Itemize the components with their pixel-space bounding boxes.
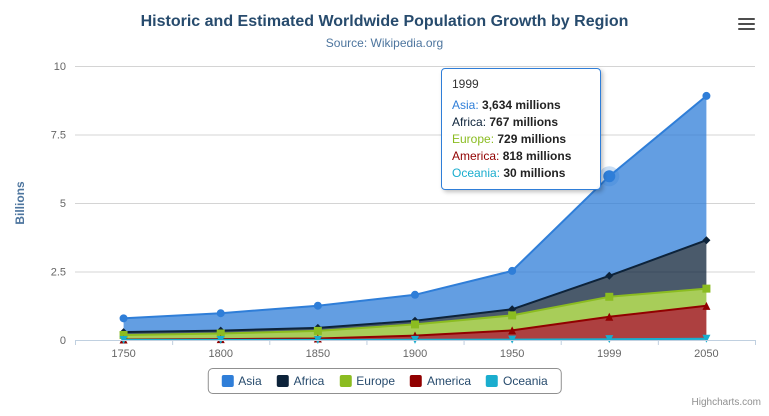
series-oceania[interactable]: [119, 334, 711, 344]
tooltip-series-value: 30 millions: [503, 166, 566, 180]
tooltip-row: Africa767 millions: [452, 114, 590, 131]
tooltip-series-value: 818 millions: [502, 149, 572, 163]
legend-label: Oceania: [503, 374, 548, 388]
point-oceania-2050[interactable]: [702, 334, 711, 343]
legend-swatch-oceania: [486, 375, 499, 387]
tooltip-row: Asia3,634 millions: [452, 97, 590, 114]
series-europe[interactable]: [119, 284, 711, 340]
tooltip-row: America818 millions: [452, 148, 590, 165]
point-america-2050[interactable]: [702, 301, 711, 310]
credits-link[interactable]: Highcharts.com: [691, 397, 761, 408]
x-tick-label: 1900: [403, 348, 427, 360]
x-tick-label: 1950: [500, 348, 524, 360]
point-oceania-1750[interactable]: [119, 335, 128, 344]
legend-item-oceania[interactable]: Oceania: [486, 374, 548, 388]
burger-line: [738, 23, 755, 25]
point-america-1999[interactable]: [605, 312, 614, 321]
point-oceania-1999[interactable]: [605, 335, 614, 344]
burger-line: [738, 18, 755, 20]
y-axis-title: Billions: [13, 181, 27, 225]
legend-label: America: [427, 374, 472, 388]
x-tick-label: 1800: [208, 348, 232, 360]
tooltip: 1999 Asia3,634 millions Africa767 millio…: [441, 68, 601, 190]
area-america[interactable]: [123, 305, 707, 340]
point-asia-1800[interactable]: [216, 309, 225, 318]
area-africa[interactable]: [123, 240, 707, 335]
burger-line: [738, 28, 755, 30]
tooltip-series-value: 3,634 millions: [482, 98, 561, 112]
point-asia-1900[interactable]: [411, 290, 419, 299]
legend-item-europe[interactable]: Europe: [339, 374, 395, 388]
chart-title: Historic and Estimated Worldwide Populat…: [140, 13, 629, 30]
legend: Asia Africa Europe America Oceania: [207, 368, 562, 394]
point-africa-2050[interactable]: [702, 236, 711, 245]
point-oceania-1800[interactable]: [216, 335, 225, 344]
legend-item-africa[interactable]: Africa: [276, 374, 325, 388]
point-europe-1999[interactable]: [605, 292, 614, 301]
chart-subtitle: Source: Wikipedia.org: [325, 36, 444, 50]
y-tick-label: 10: [54, 61, 66, 73]
x-tick-label: 1999: [597, 348, 621, 360]
y-tick-label: 7.5: [51, 130, 66, 142]
legend-swatch-asia: [221, 375, 234, 387]
legend-swatch-europe: [339, 375, 352, 387]
x-axis: 1750 1800 1850 1900 1950 1999 2050: [75, 340, 756, 360]
hover-point[interactable]: [603, 170, 616, 183]
point-oceania-1900[interactable]: [411, 335, 419, 344]
legend-swatch-america: [410, 375, 423, 387]
point-europe-1750[interactable]: [119, 330, 128, 339]
point-europe-1850[interactable]: [313, 326, 322, 335]
point-america-1950[interactable]: [508, 326, 517, 335]
export-menu-button[interactable]: [738, 15, 755, 33]
tooltip-series-value: 729 millions: [497, 132, 567, 146]
point-asia-1750[interactable]: [119, 314, 128, 323]
tooltip-series-name: Africa: [452, 115, 489, 129]
y-tick-label: 5: [60, 198, 66, 210]
tooltip-series-name: Europe: [452, 132, 497, 146]
tooltip-row: Europe729 millions: [452, 131, 590, 148]
legend-label: Asia: [238, 374, 262, 388]
tooltip-series-name: Oceania: [452, 166, 503, 180]
legend-swatch-africa: [276, 375, 289, 387]
tooltip-series-name: Asia: [452, 98, 482, 112]
tooltip-row: Oceania30 millions: [452, 165, 590, 182]
x-tick-label: 1750: [111, 348, 135, 360]
area-asia[interactable]: [123, 95, 707, 333]
point-europe-1800[interactable]: [216, 329, 225, 338]
point-africa-1999[interactable]: [605, 271, 614, 280]
tooltip-series-value: 767 millions: [489, 115, 559, 129]
x-tick-label: 2050: [694, 348, 718, 360]
tooltip-header: 1999: [452, 77, 479, 91]
legend-label: Africa: [293, 374, 325, 388]
x-tick-label: 1850: [306, 348, 330, 360]
point-europe-1900[interactable]: [411, 320, 419, 329]
point-europe-2050[interactable]: [702, 284, 711, 293]
legend-item-asia[interactable]: Asia: [221, 374, 262, 388]
y-tick-label: 0: [60, 335, 66, 347]
legend-item-america[interactable]: America: [410, 374, 471, 388]
y-tick-label: 2.5: [51, 267, 66, 279]
point-asia-1950[interactable]: [508, 266, 517, 275]
point-africa-1950[interactable]: [508, 305, 517, 314]
point-asia-2050[interactable]: [702, 91, 711, 100]
point-europe-1950[interactable]: [508, 311, 517, 320]
tooltip-series-name: America: [452, 149, 503, 163]
point-oceania-1850[interactable]: [313, 335, 322, 344]
point-oceania-1950[interactable]: [508, 335, 517, 344]
point-asia-1850[interactable]: [313, 301, 322, 310]
legend-label: Europe: [356, 374, 396, 388]
